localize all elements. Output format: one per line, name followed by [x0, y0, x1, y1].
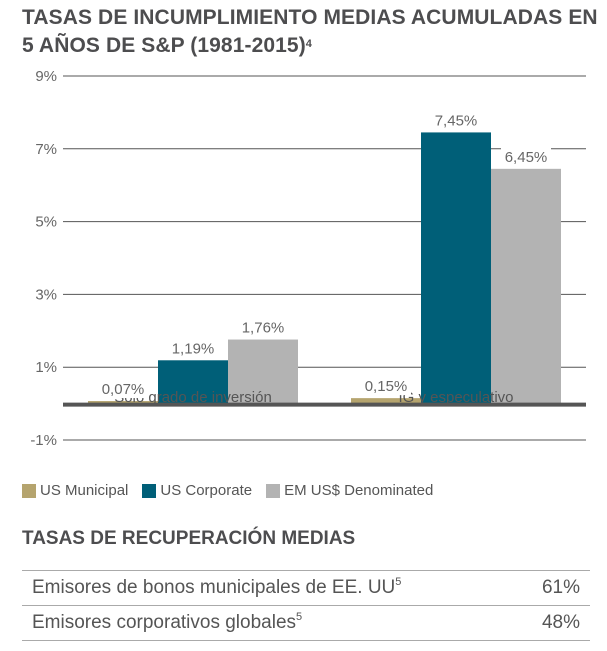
data-label: 0,07% [102, 381, 145, 398]
bar [421, 132, 491, 404]
data-label: 6,45% [505, 149, 548, 166]
data-label-bg [501, 147, 551, 166]
recovery-table: Emisores de bonos municipales de EE. UU5… [22, 570, 590, 641]
chart-legend: US Municipal US Corporate EM US$ Denomin… [22, 482, 447, 499]
data-label-bg [431, 111, 481, 130]
table-row: Emisores de bonos municipales de EE. UU5… [22, 571, 590, 606]
data-label: 1,19% [172, 340, 215, 357]
row-footnote: 5 [395, 576, 402, 588]
row-label: Emisores corporativos globales5 [32, 611, 303, 634]
data-label: 0,15% [365, 378, 408, 395]
row-label: Emisores de bonos municipales de EE. UU5 [32, 576, 402, 599]
y-tick-label: 9% [35, 68, 57, 85]
data-label: 1,76% [242, 320, 285, 337]
legend-item-us-municipal: US Municipal [22, 482, 128, 499]
legend-label: US Corporate [160, 482, 253, 499]
legend-swatch [142, 483, 157, 498]
bar [491, 168, 561, 404]
chart-title: TASAS DE INCUMPLIMIENTO MEDIAS ACUMULADA… [22, 4, 602, 60]
y-tick-label: 1% [35, 359, 57, 376]
y-tick-label: 7% [35, 141, 57, 158]
y-tick-label: -1% [30, 432, 57, 449]
legend-label: US Municipal [40, 482, 129, 499]
row-label-text: Emisores de bonos municipales de EE. UU [32, 577, 396, 598]
data-label-bg [98, 380, 148, 399]
legend-item-em-denominated: EM US$ Denominated [266, 482, 433, 499]
x-category-label: Solo grado de inversión [114, 389, 272, 406]
data-label-bg [168, 339, 218, 358]
bar [228, 339, 298, 404]
data-label: 7,45% [435, 112, 478, 129]
bar-chart: 9% 7% 5% 3% 1% -1% Solo grado de inversión IG y… [30, 68, 586, 449]
legend-swatch [266, 483, 281, 498]
bar [158, 360, 228, 404]
data-label-bg [238, 318, 288, 337]
bar [88, 401, 158, 405]
row-label-text: Emisores corporativos globales [32, 612, 297, 633]
data-label-bg [361, 377, 411, 396]
legend-item-us-corporate: US Corporate [142, 482, 252, 499]
table-row: Emisores corporativos globales5 48% [22, 606, 590, 641]
y-tick-label: 5% [35, 214, 57, 231]
bar [351, 398, 421, 404]
row-value: 61% [541, 577, 580, 598]
row-footnote: 5 [296, 611, 303, 623]
row-value: 48% [541, 612, 580, 633]
title-footnote: 4 [305, 38, 313, 50]
legend-swatch [22, 483, 36, 498]
y-tick-label: 3% [35, 286, 57, 303]
x-category-label: IG y especulativo [398, 389, 513, 406]
chart-title-text: TASAS DE INCUMPLIMIENTO MEDIAS ACUMULADA… [22, 6, 598, 57]
recovery-title: TASAS DE RECUPERACIÓN MEDIAS [22, 528, 356, 549]
legend-label: EM US$ Denominated [284, 482, 434, 499]
